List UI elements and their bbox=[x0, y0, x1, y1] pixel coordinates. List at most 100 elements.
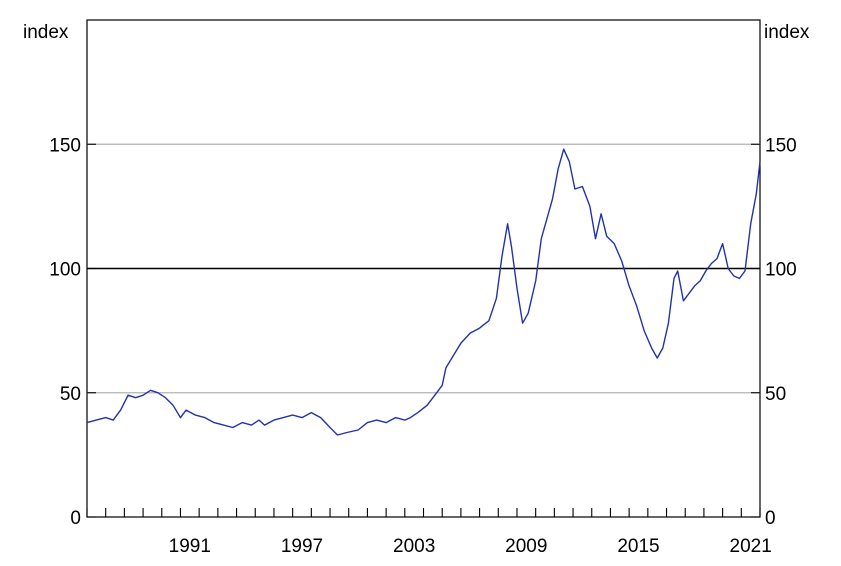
data-point-13 bbox=[185, 409, 187, 411]
data-point-9 bbox=[157, 392, 159, 394]
data-point-28 bbox=[320, 417, 322, 419]
data-point-30 bbox=[337, 434, 339, 436]
data-point-60 bbox=[557, 168, 559, 170]
data-point-59 bbox=[552, 198, 554, 200]
data-point-48 bbox=[488, 320, 490, 322]
data-point-55 bbox=[527, 312, 529, 314]
right-tick-label-50: 50 bbox=[765, 384, 786, 405]
data-point-78 bbox=[673, 278, 675, 280]
data-point-16 bbox=[213, 422, 215, 424]
data-point-8 bbox=[150, 389, 152, 391]
data-point-71 bbox=[628, 285, 630, 287]
x-tick-label-2015: 2015 bbox=[617, 536, 659, 557]
left-tick-label-100: 100 bbox=[49, 260, 81, 281]
data-point-0 bbox=[86, 422, 88, 424]
data-point-66 bbox=[595, 238, 597, 240]
data-point-33 bbox=[367, 422, 369, 424]
left-tick-label-50: 50 bbox=[60, 384, 81, 405]
data-point-63 bbox=[574, 188, 576, 190]
right-tick-label-100: 100 bbox=[765, 260, 797, 281]
left-tick-label-0: 0 bbox=[70, 508, 81, 529]
data-point-69 bbox=[613, 243, 615, 245]
data-point-47 bbox=[479, 327, 481, 329]
data-point-10 bbox=[165, 397, 167, 399]
data-point-14 bbox=[195, 414, 197, 416]
data-point-27 bbox=[311, 412, 313, 414]
series-group bbox=[86, 148, 761, 436]
data-point-29 bbox=[329, 427, 331, 429]
data-point-51 bbox=[507, 223, 509, 225]
data-point-54 bbox=[522, 322, 524, 324]
data-point-22 bbox=[264, 424, 266, 426]
series-line-0 bbox=[86, 148, 761, 436]
data-point-6 bbox=[135, 397, 137, 399]
data-point-49 bbox=[496, 298, 498, 300]
data-point-12 bbox=[180, 417, 182, 419]
data-point-77 bbox=[668, 322, 670, 324]
gridlines bbox=[87, 143, 760, 394]
data-point-56 bbox=[535, 280, 537, 282]
data-point-67 bbox=[600, 213, 602, 215]
data-point-76 bbox=[662, 347, 664, 349]
data-point-53 bbox=[516, 288, 518, 290]
left-unit-label: index bbox=[23, 22, 69, 43]
data-point-19 bbox=[241, 422, 243, 424]
left-tick-label-150: 150 bbox=[49, 135, 81, 156]
data-point-39 bbox=[417, 412, 419, 414]
data-point-82 bbox=[694, 285, 696, 287]
data-point-91 bbox=[744, 270, 746, 272]
data-point-5 bbox=[127, 394, 129, 396]
right-tick-label-150: 150 bbox=[765, 135, 797, 156]
right-tick-label-0: 0 bbox=[765, 508, 776, 529]
data-point-64 bbox=[582, 186, 584, 188]
data-point-87 bbox=[722, 243, 724, 245]
data-point-23 bbox=[273, 419, 275, 421]
data-point-89 bbox=[733, 275, 735, 277]
data-point-18 bbox=[232, 427, 234, 429]
data-point-73 bbox=[643, 330, 645, 332]
data-point-58 bbox=[546, 218, 548, 220]
data-point-11 bbox=[172, 404, 174, 406]
data-point-94 bbox=[759, 161, 761, 163]
data-point-40 bbox=[426, 404, 428, 406]
data-point-35 bbox=[385, 422, 387, 424]
data-point-70 bbox=[621, 260, 623, 262]
data-point-20 bbox=[251, 424, 253, 426]
data-point-50 bbox=[501, 255, 503, 257]
data-point-44 bbox=[453, 355, 455, 357]
data-point-36 bbox=[395, 417, 397, 419]
data-point-7 bbox=[142, 394, 144, 396]
data-point-83 bbox=[699, 280, 701, 282]
data-point-4 bbox=[120, 409, 122, 411]
data-point-2 bbox=[105, 417, 107, 419]
data-point-1 bbox=[96, 419, 98, 421]
data-point-80 bbox=[683, 300, 685, 302]
data-point-17 bbox=[223, 424, 225, 426]
data-point-41 bbox=[436, 392, 438, 394]
data-point-90 bbox=[739, 278, 741, 280]
data-point-34 bbox=[376, 419, 378, 421]
x-tick-label-2021: 2021 bbox=[730, 536, 772, 557]
data-point-85 bbox=[711, 263, 713, 265]
x-tick-label-1997: 1997 bbox=[281, 536, 323, 557]
data-point-88 bbox=[727, 268, 729, 270]
data-point-81 bbox=[688, 293, 690, 295]
data-point-86 bbox=[716, 258, 718, 260]
data-point-21 bbox=[258, 419, 260, 421]
data-point-93 bbox=[755, 193, 757, 195]
data-point-42 bbox=[441, 384, 443, 386]
data-point-26 bbox=[301, 417, 303, 419]
data-point-75 bbox=[656, 357, 658, 359]
data-point-25 bbox=[292, 414, 294, 416]
data-point-61 bbox=[563, 148, 565, 150]
data-point-92 bbox=[750, 223, 752, 225]
x-axis: 1991 1997 2003 2009 2015 2021 bbox=[86, 508, 772, 557]
data-point-31 bbox=[346, 432, 348, 434]
data-point-32 bbox=[357, 429, 359, 431]
data-point-24 bbox=[282, 417, 284, 419]
data-point-57 bbox=[540, 238, 542, 240]
data-point-65 bbox=[589, 206, 591, 208]
y-axes: 0 0 50 50 100 100 150 150 bbox=[49, 135, 796, 529]
x-tick-label-2003: 2003 bbox=[393, 536, 435, 557]
